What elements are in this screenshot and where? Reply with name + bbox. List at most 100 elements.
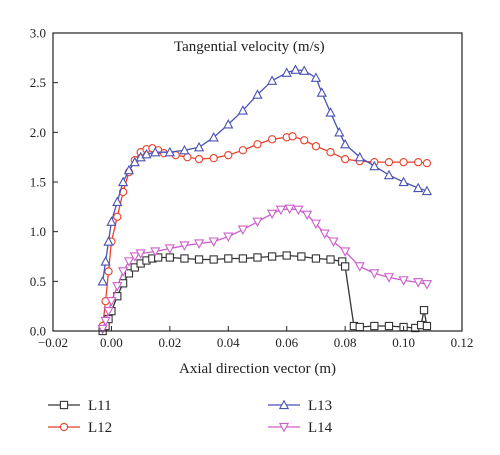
data-point-L11 <box>194 255 204 264</box>
data-point-L14 <box>340 247 351 257</box>
x-tick-label: 0.06 <box>275 335 298 350</box>
data-point-L13 <box>193 141 205 152</box>
data-point-L12 <box>340 155 350 164</box>
x-tick-label: 0.02 <box>158 335 181 350</box>
data-point-L11 <box>238 254 248 263</box>
legend-swatch-marker <box>59 422 69 432</box>
legend-item-L14: L14 <box>268 420 333 436</box>
data-point-L12 <box>384 157 394 167</box>
data-point-L11 <box>224 254 233 263</box>
data-point-L13 <box>237 105 249 115</box>
data-point-L14 <box>135 249 146 259</box>
legend-swatch-marker <box>59 400 69 410</box>
x-tick-label: 0.12 <box>451 335 474 350</box>
data-point-L14 <box>97 324 108 335</box>
data-point-L14 <box>112 282 123 292</box>
data-point-L14 <box>398 276 409 286</box>
data-point-L13 <box>97 275 108 286</box>
data-point-L12 <box>104 267 113 276</box>
data-point-L14 <box>117 267 129 277</box>
data-point-L13 <box>421 185 433 196</box>
data-point-L12 <box>300 136 309 145</box>
data-point-L14 <box>106 297 117 307</box>
data-point-L14 <box>129 252 140 262</box>
data-point-L12 <box>399 157 408 167</box>
data-point-L11 <box>165 253 175 262</box>
legend-item-L13: L13 <box>268 398 332 414</box>
data-point-L13 <box>208 131 219 142</box>
data-point-L13 <box>150 146 161 157</box>
series-L11 <box>98 251 432 336</box>
data-point-L12 <box>183 153 192 162</box>
legend-item-L12: L12 <box>48 420 112 436</box>
data-point-L12 <box>194 155 204 164</box>
series-L14 <box>97 204 433 335</box>
series-line-L13 <box>102 69 428 282</box>
series-line-L14 <box>102 208 428 330</box>
series-line-L12 <box>102 135 428 327</box>
legend-label: L11 <box>88 398 112 414</box>
x-axis-label: Axial direction vector (m) <box>179 361 336 377</box>
data-point-L14 <box>369 269 380 279</box>
data-point-L14 <box>310 219 322 230</box>
x-tick-label: 0.00 <box>100 335 123 350</box>
data-point-L13 <box>398 176 409 187</box>
data-point-L12 <box>267 135 277 144</box>
data-point-L13 <box>129 156 140 167</box>
data-point-L13 <box>123 164 135 175</box>
data-point-L13 <box>266 75 278 85</box>
data-point-L12 <box>326 148 335 157</box>
data-point-L13 <box>369 160 380 171</box>
x-tick-label: 0.08 <box>334 335 357 350</box>
data-point-L12 <box>422 158 432 168</box>
data-point-L11 <box>209 255 218 264</box>
data-point-L13 <box>354 151 365 162</box>
data-point-L13 <box>310 72 322 82</box>
data-point-L11 <box>297 252 306 261</box>
data-point-L12 <box>288 132 297 141</box>
x-tick-label: −0.02 <box>38 335 68 350</box>
data-point-L11 <box>267 252 277 261</box>
data-point-L11 <box>340 262 350 271</box>
data-point-L11 <box>180 254 189 263</box>
data-point-L11 <box>326 255 335 264</box>
data-point-L11 <box>422 321 432 331</box>
data-point-L13 <box>164 146 175 157</box>
data-point-L13 <box>117 176 129 187</box>
data-point-L14 <box>164 244 175 254</box>
data-point-L14 <box>319 229 330 240</box>
data-point-L12 <box>311 142 321 151</box>
data-point-L12 <box>253 140 262 149</box>
data-point-L13 <box>290 64 301 74</box>
data-point-L14 <box>383 273 395 283</box>
data-point-L14 <box>421 280 433 290</box>
series-line-L11 <box>102 254 428 332</box>
legend-swatch-marker <box>278 399 290 410</box>
data-point-L13 <box>106 216 117 226</box>
data-point-L14 <box>354 262 365 272</box>
data-point-L11 <box>370 321 379 331</box>
data-point-L14 <box>123 257 135 267</box>
data-point-L11 <box>154 253 163 262</box>
legend-label: L14 <box>308 420 333 436</box>
data-point-L14 <box>266 209 278 220</box>
y-tick-label: 3.0 <box>30 26 46 41</box>
data-point-L11 <box>419 305 429 315</box>
data-point-L14 <box>150 247 161 257</box>
data-point-L14 <box>100 316 111 327</box>
data-point-L13 <box>299 65 310 75</box>
data-point-L11 <box>282 251 291 260</box>
data-point-L14 <box>223 232 234 242</box>
data-point-L13 <box>281 67 292 77</box>
data-point-L12 <box>113 212 122 221</box>
data-point-L13 <box>340 138 351 149</box>
data-point-L11 <box>253 253 262 262</box>
data-point-L13 <box>179 144 190 155</box>
y-tick-label: 1.0 <box>30 224 46 239</box>
data-point-L14 <box>413 278 424 288</box>
plot-frame <box>52 32 463 332</box>
legend-label: L13 <box>308 398 332 414</box>
data-point-L13 <box>334 126 345 137</box>
data-point-L14 <box>237 225 249 236</box>
